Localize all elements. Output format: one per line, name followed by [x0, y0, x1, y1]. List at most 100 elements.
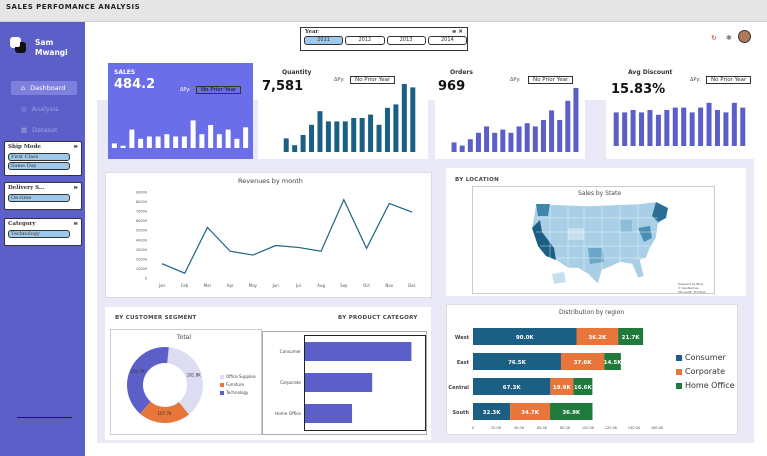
- filter-icon[interactable]: ≡: [73, 221, 78, 227]
- x-tick-label: Sep: [340, 283, 348, 288]
- kpi-bar: [706, 102, 712, 146]
- chart-title: Revenues by month: [238, 177, 303, 185]
- kpi-bar: [225, 129, 231, 148]
- x-tick-label: Nov: [385, 283, 393, 288]
- year-2014[interactable]: 2014: [427, 36, 467, 45]
- user-name: Sam Mwangi: [35, 38, 68, 57]
- region-label: East: [457, 360, 470, 366]
- kpi-bar: [111, 143, 117, 148]
- refresh-icon[interactable]: ↻: [711, 34, 717, 42]
- kpi-bar: [565, 100, 571, 152]
- legend-swatch: [220, 382, 224, 387]
- nav-label: Dashboard: [30, 84, 66, 92]
- us-map: [531, 201, 669, 285]
- kpi-bar: [500, 129, 506, 152]
- x-tick-label: Oct: [363, 283, 370, 288]
- section-title: BY LOCATION: [455, 177, 500, 183]
- kpi-bar: [723, 112, 729, 146]
- slicer-category: Category ≡ Technology: [4, 218, 82, 246]
- py-label: ΔPy:: [510, 77, 521, 83]
- y-tick-label: 90000: [136, 191, 147, 195]
- kpi-title: Quantity: [282, 69, 312, 76]
- x-tick-label: Jul: [295, 283, 301, 288]
- x-tick-label: May: [249, 283, 258, 288]
- region-value: 90.0K: [516, 335, 535, 341]
- legend-label: Corporate: [685, 367, 725, 376]
- revenue-line: [161, 198, 413, 274]
- slicer-item[interactable]: On-time: [8, 194, 70, 202]
- chart-title: Distribution by region: [559, 309, 625, 316]
- kpi-bar: [647, 110, 653, 146]
- year-2011[interactable]: 2011: [304, 36, 344, 45]
- slicer-item[interactable]: First Class: [8, 153, 70, 161]
- kpi-bar: [138, 138, 144, 148]
- product-chart: Consumer Corporate Home Office: [275, 342, 412, 423]
- slicer-year: Year ≡ ✕ 2011 2012 2013 2014: [300, 27, 468, 51]
- filter-icon[interactable]: ≡ ✕: [451, 29, 463, 35]
- y-tick-label: 20000: [136, 257, 147, 261]
- x-tick-label: 160.0K: [651, 426, 664, 430]
- legend-label: Technology: [226, 390, 249, 395]
- kpi-bar: [129, 129, 135, 148]
- donut-title: Total: [177, 334, 192, 341]
- kpi-bar: [368, 114, 374, 152]
- kpi-bar: [655, 114, 661, 146]
- y-tick-label: 60000: [136, 219, 147, 223]
- filter-icon[interactable]: ≡: [73, 185, 78, 191]
- y-tick-label: 0: [145, 277, 147, 281]
- kpi-bar: [351, 118, 357, 152]
- nav-dashboard[interactable]: ⌂ Dashboard: [11, 81, 77, 95]
- kpi-bar: [714, 110, 720, 146]
- slicer-item[interactable]: Same Day: [8, 162, 70, 170]
- kpi-bar: [292, 145, 298, 152]
- x-tick-label: Dec: [408, 283, 416, 288]
- kpi-bar: [459, 145, 465, 152]
- year-2012[interactable]: 2012: [345, 36, 385, 45]
- region-label: West: [455, 335, 470, 341]
- kpi-bar: [573, 88, 579, 152]
- slicer-delivery: Delivery S... ≡ On-time: [4, 182, 82, 210]
- kpi-bar: [243, 127, 249, 148]
- donut-label: 107.7K: [157, 411, 171, 416]
- kpi-value: 969: [438, 79, 466, 94]
- x-tick-label: 140.0K: [628, 426, 641, 430]
- kpi-bar: [622, 112, 628, 146]
- nav-analysis[interactable]: ◎ Analysis: [11, 102, 77, 116]
- region-label: Central: [448, 385, 469, 391]
- x-tick-label: Aug: [317, 283, 325, 288]
- kpi-bar: [557, 120, 563, 152]
- kpi-bar: [334, 121, 340, 152]
- kpi-bar: [384, 107, 390, 152]
- region-value: 37.6K: [574, 360, 593, 366]
- filter-icon[interactable]: ≡: [73, 144, 78, 150]
- kpi-value: 15.83%: [611, 82, 666, 97]
- nav-dataset[interactable]: ▦ Dataset: [11, 123, 77, 137]
- kpi-bar: [681, 107, 687, 146]
- y-tick-label: 80000: [136, 200, 147, 204]
- kpi-bar: [508, 132, 514, 152]
- year-2013[interactable]: 2013: [386, 36, 426, 45]
- kpi-bar: [300, 135, 306, 152]
- y-tick-label: 40000: [136, 238, 147, 242]
- kpi-bar: [181, 136, 187, 148]
- avatar[interactable]: [738, 30, 751, 43]
- region-label: South: [452, 410, 469, 416]
- kpi-bar: [524, 123, 530, 152]
- kpi-bar: [549, 110, 555, 152]
- settings-icon[interactable]: ✱: [726, 34, 732, 42]
- kpi-bar: [190, 120, 196, 148]
- kpi-bar: [376, 124, 382, 152]
- kpi-bar: [731, 102, 737, 146]
- kpi-bar: [199, 134, 205, 148]
- region-value: 21.7K: [622, 335, 641, 341]
- legend-swatch: [676, 368, 682, 375]
- legend-swatch: [676, 354, 682, 361]
- slicer-item[interactable]: Technology: [8, 230, 70, 238]
- kpi-bar: [484, 126, 490, 152]
- region-bar: [573, 378, 593, 395]
- kpi-bar: [309, 124, 315, 152]
- donut-label: 181.8K: [187, 372, 201, 377]
- py-box: No Prior Year: [196, 86, 242, 94]
- x-tick-label: 80.0K: [560, 426, 571, 430]
- kpi-bar: [359, 118, 365, 152]
